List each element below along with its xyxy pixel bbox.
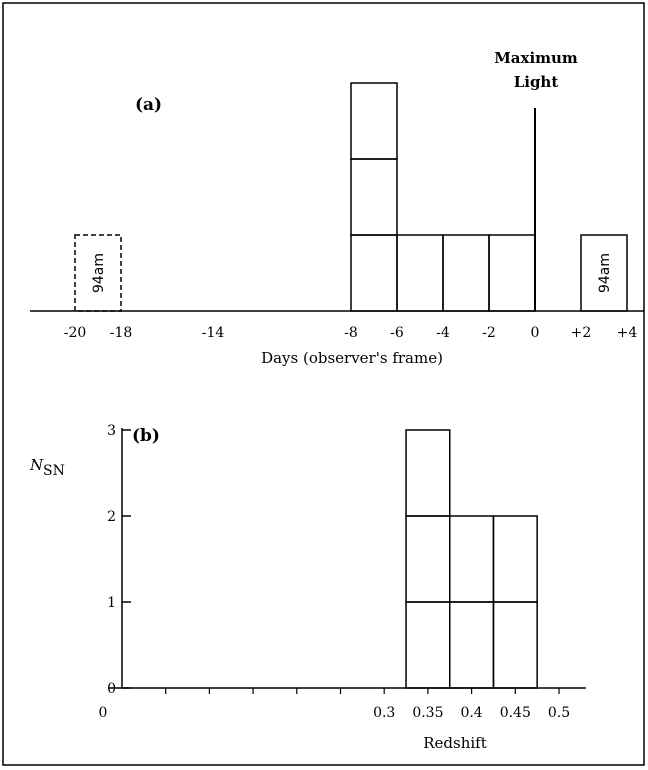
panel-a-dashed-box-label-0: 94am — [91, 253, 107, 293]
panel-b-bin-0-unit-3 — [405, 429, 451, 517]
panel-b-bin-1-unit-1 — [449, 601, 495, 689]
panel-b-y-tick-label-1: 1 — [107, 595, 116, 611]
panel-a-label: (a) — [135, 95, 162, 115]
panel-b-x-axis-title: Redshift — [423, 734, 487, 752]
panel-b-histogram: (b) N SN Redshift 0 1 2 3 0 0.3 0.35 0.4 0.45 0.5 — [29, 423, 586, 752]
max-light-line2: Light — [514, 73, 559, 91]
panel-b-label: (b) — [132, 426, 160, 446]
panel-b-x-tick-label-4: 0.45 — [500, 705, 531, 721]
panel-a-dashed-box-0 — [74, 234, 122, 312]
panel-b-y-tick-label-3: 3 — [107, 423, 116, 439]
panel-b-bin-2-unit-1 — [492, 601, 538, 689]
panel-a-x-tick-label-9: +4 — [617, 325, 638, 341]
panel-b-x-tick-label-1: 0.3 — [373, 705, 395, 721]
panel-a-x-tick-label-4: -6 — [390, 325, 404, 341]
panel-a-histogram: (a) Maximum Light Days (observer's frame… — [30, 49, 644, 367]
panel-b-x-tick-label-0: 0 — [99, 705, 108, 721]
panel-a-solid-box-0 — [580, 234, 628, 312]
panel-a-bin-3-unit-1 — [488, 234, 536, 312]
panel-a-bin-0-unit-2 — [350, 158, 398, 236]
panel-b-y-axis-subscript: SN — [43, 463, 65, 479]
panel-a-x-tick-label-3: -8 — [344, 325, 358, 341]
panel-b-bin-0-unit-1 — [405, 601, 451, 689]
panel-a-solid-box-label-0: 94am — [597, 253, 613, 293]
panel-b-bin-0-unit-2 — [405, 515, 451, 603]
panel-a-x-tick-label-8: +2 — [571, 325, 592, 341]
panel-b-bin-1-unit-2 — [449, 515, 495, 603]
panel-a-bin-2-unit-1 — [442, 234, 490, 312]
panel-b-y-tick-label-0: 0 — [107, 681, 116, 697]
panel-a-bin-1-unit-1 — [396, 234, 444, 312]
panel-b-y-tick-label-2: 2 — [107, 509, 116, 525]
panel-a-bin-0-unit-1 — [350, 234, 398, 312]
panel-b-x-tick-label-5: 0.5 — [548, 705, 570, 721]
panel-b-y-axis-title: N — [29, 456, 44, 474]
panel-b-x-tick-label-2: 0.35 — [412, 705, 443, 721]
panel-a-bin-0-unit-3 — [350, 82, 398, 160]
panel-b-x-tick-label-3: 0.4 — [460, 705, 482, 721]
panel-a-x-tick-label-7: 0 — [531, 325, 540, 341]
panel-a-x-tick-label-1: -18 — [110, 325, 133, 341]
panel-a-x-tick-label-6: -2 — [482, 325, 496, 341]
panel-a-x-tick-label-2: -14 — [202, 325, 225, 341]
panel-a-x-tick-label-0: -20 — [64, 325, 87, 341]
max-light-line1: Maximum — [494, 49, 578, 67]
panel-a-x-tick-label-5: -4 — [436, 325, 450, 341]
panel-a-x-axis-title: Days (observer's frame) — [261, 349, 443, 367]
panel-b-bin-2-unit-2 — [492, 515, 538, 603]
